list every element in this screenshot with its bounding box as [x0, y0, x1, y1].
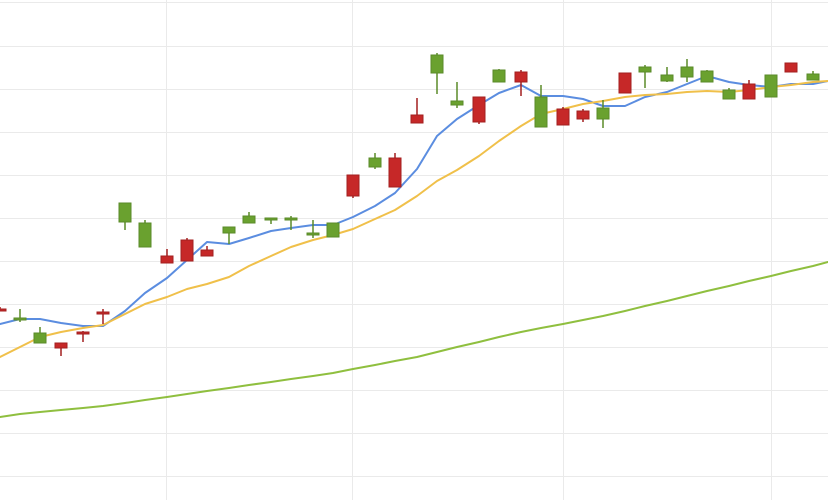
- candle-down: [742, 80, 756, 100]
- candle-down: [576, 109, 590, 122]
- candle-body: [472, 96, 486, 123]
- candle-body: [638, 66, 652, 73]
- candle-body: [784, 62, 798, 73]
- candle-body: [222, 226, 236, 234]
- candle-up: [430, 53, 444, 94]
- candle-up: [306, 220, 320, 238]
- candle-down: [200, 246, 214, 257]
- candle-body: [764, 74, 778, 98]
- candle-body: [618, 72, 632, 94]
- candle-down: [514, 70, 528, 96]
- candle-body: [13, 317, 27, 321]
- candle-body: [160, 255, 174, 264]
- candle-up: [368, 153, 382, 169]
- moving-average-lines: [0, 75, 828, 418]
- candle-down: [76, 331, 90, 342]
- candle-down: [96, 309, 110, 324]
- candle-down: [54, 342, 68, 356]
- candle-down: [0, 307, 7, 312]
- candle-body: [430, 54, 444, 74]
- candle-body: [264, 217, 278, 221]
- candle-up: [596, 100, 610, 128]
- candle-down: [160, 249, 174, 264]
- candle-body: [346, 174, 360, 197]
- candle-up: [492, 69, 506, 83]
- candle-body: [326, 222, 340, 238]
- candle-up: [222, 226, 236, 244]
- candle-down: [388, 153, 402, 188]
- candles: [0, 53, 820, 356]
- candle-up: [138, 220, 152, 248]
- candle-body: [118, 202, 132, 223]
- series-line-ma-slow: [0, 261, 828, 418]
- candle-body: [284, 217, 298, 221]
- candle-body: [180, 239, 194, 262]
- candle-body: [680, 66, 694, 78]
- candle-body: [534, 96, 548, 128]
- candle-body: [242, 215, 256, 224]
- candle-down: [556, 107, 570, 126]
- series-line-ma-medium: [0, 80, 828, 358]
- candle-body: [388, 157, 402, 188]
- candle-up: [242, 212, 256, 224]
- candle-up: [450, 82, 464, 108]
- candle-body: [54, 342, 68, 349]
- candle-body: [492, 69, 506, 83]
- candle-body: [138, 222, 152, 248]
- candle-body: [33, 332, 47, 344]
- candle-body: [200, 249, 214, 257]
- candle-body: [96, 311, 110, 315]
- candle-up: [326, 222, 340, 238]
- candle-body: [556, 108, 570, 126]
- candle-up: [638, 65, 652, 88]
- candle-body: [660, 74, 674, 82]
- candle-body: [576, 110, 590, 120]
- candle-body: [742, 83, 756, 100]
- candle-up: [660, 67, 674, 82]
- candle-down: [784, 62, 798, 73]
- candle-body: [450, 100, 464, 106]
- candle-body: [368, 157, 382, 168]
- candle-body: [700, 70, 714, 83]
- candle-up: [118, 202, 132, 230]
- candle-up: [680, 59, 694, 82]
- candle-body: [722, 89, 736, 100]
- candle-body: [306, 232, 320, 236]
- candle-body: [806, 73, 820, 81]
- candle-up: [284, 216, 298, 230]
- candle-up: [33, 327, 47, 344]
- candle-down: [346, 174, 360, 198]
- candle-up: [764, 74, 778, 98]
- candle-up: [264, 217, 278, 224]
- candle-body: [410, 114, 424, 124]
- candle-down: [618, 72, 632, 94]
- candle-body: [76, 331, 90, 335]
- candle-up: [722, 88, 736, 100]
- candle-body: [0, 308, 7, 312]
- candle-body: [514, 71, 528, 83]
- series-line-ma-fast: [0, 75, 828, 327]
- candle-down: [472, 96, 486, 124]
- candle-up: [13, 309, 27, 322]
- candle-up: [806, 71, 820, 81]
- candle-down: [180, 238, 194, 262]
- candle-down: [410, 98, 424, 124]
- candle-up: [534, 85, 548, 128]
- candle-up: [700, 70, 714, 83]
- candle-body: [596, 107, 610, 120]
